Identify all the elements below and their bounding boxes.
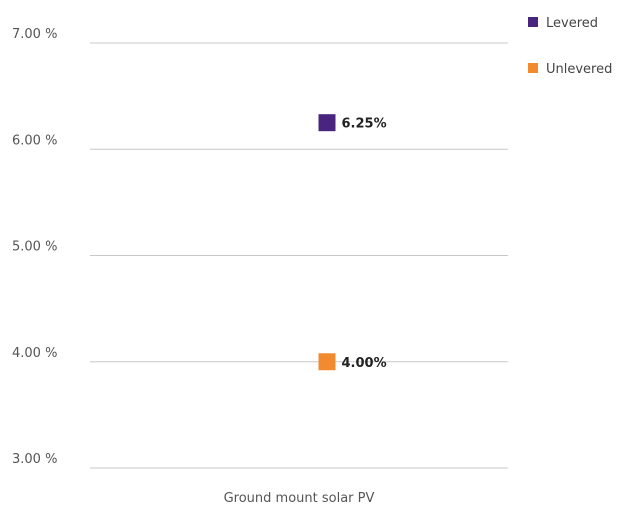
data-markers: 6.25% 4.00% bbox=[318, 114, 387, 371]
legend: Levered Unlevered bbox=[528, 16, 612, 77]
gridlines bbox=[90, 42, 508, 469]
x-axis-categories: Ground mount solar PV bbox=[224, 491, 375, 506]
y-tick-label: 5.00 % bbox=[12, 240, 57, 255]
legend-label: Levered bbox=[546, 16, 598, 31]
y-tick-label: 7.00 % bbox=[12, 27, 57, 42]
y-tick-label: 4.00 % bbox=[12, 346, 57, 361]
y-tick-label: 3.00 % bbox=[12, 452, 57, 467]
y-axis-ticks: 3.00 % 4.00 % 5.00 % 6.00 % 7.00 % bbox=[12, 27, 57, 467]
data-marker-unlevered bbox=[318, 353, 336, 371]
x-category-label: Ground mount solar PV bbox=[224, 491, 375, 506]
legend-label: Unlevered bbox=[546, 62, 612, 77]
y-tick-label: 6.00 % bbox=[12, 133, 57, 148]
data-label: 6.25% bbox=[342, 117, 387, 132]
legend-swatch bbox=[528, 63, 538, 73]
legend-swatch bbox=[528, 17, 538, 27]
data-label: 4.00% bbox=[342, 356, 387, 371]
data-marker-levered bbox=[318, 114, 336, 132]
